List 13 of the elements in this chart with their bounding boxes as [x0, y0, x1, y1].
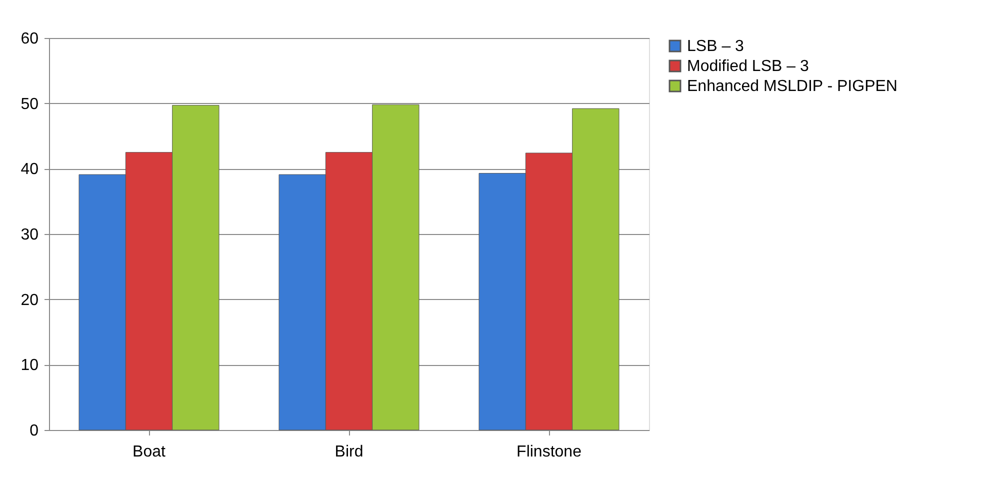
x-tick-label: Flinstone — [516, 444, 582, 460]
y-tick-label: 30 — [20, 226, 39, 244]
y-tick-label: 10 — [20, 357, 39, 374]
y-tick-label: 0 — [30, 422, 39, 440]
y-tick-label: 40 — [20, 161, 39, 178]
x-tick-label: Bird — [334, 444, 364, 460]
y-tick-label: 50 — [20, 96, 39, 113]
legend-label: Modified LSB – 3 — [687, 58, 809, 75]
y-tick-label: 60 — [20, 30, 39, 48]
y-tick-label: 20 — [20, 292, 39, 309]
legend-label: LSB – 3 — [687, 38, 744, 55]
x-tick-label: Boat — [132, 444, 166, 460]
legend-label: Enhanced MSLDIP - PIGPEN — [687, 78, 898, 95]
